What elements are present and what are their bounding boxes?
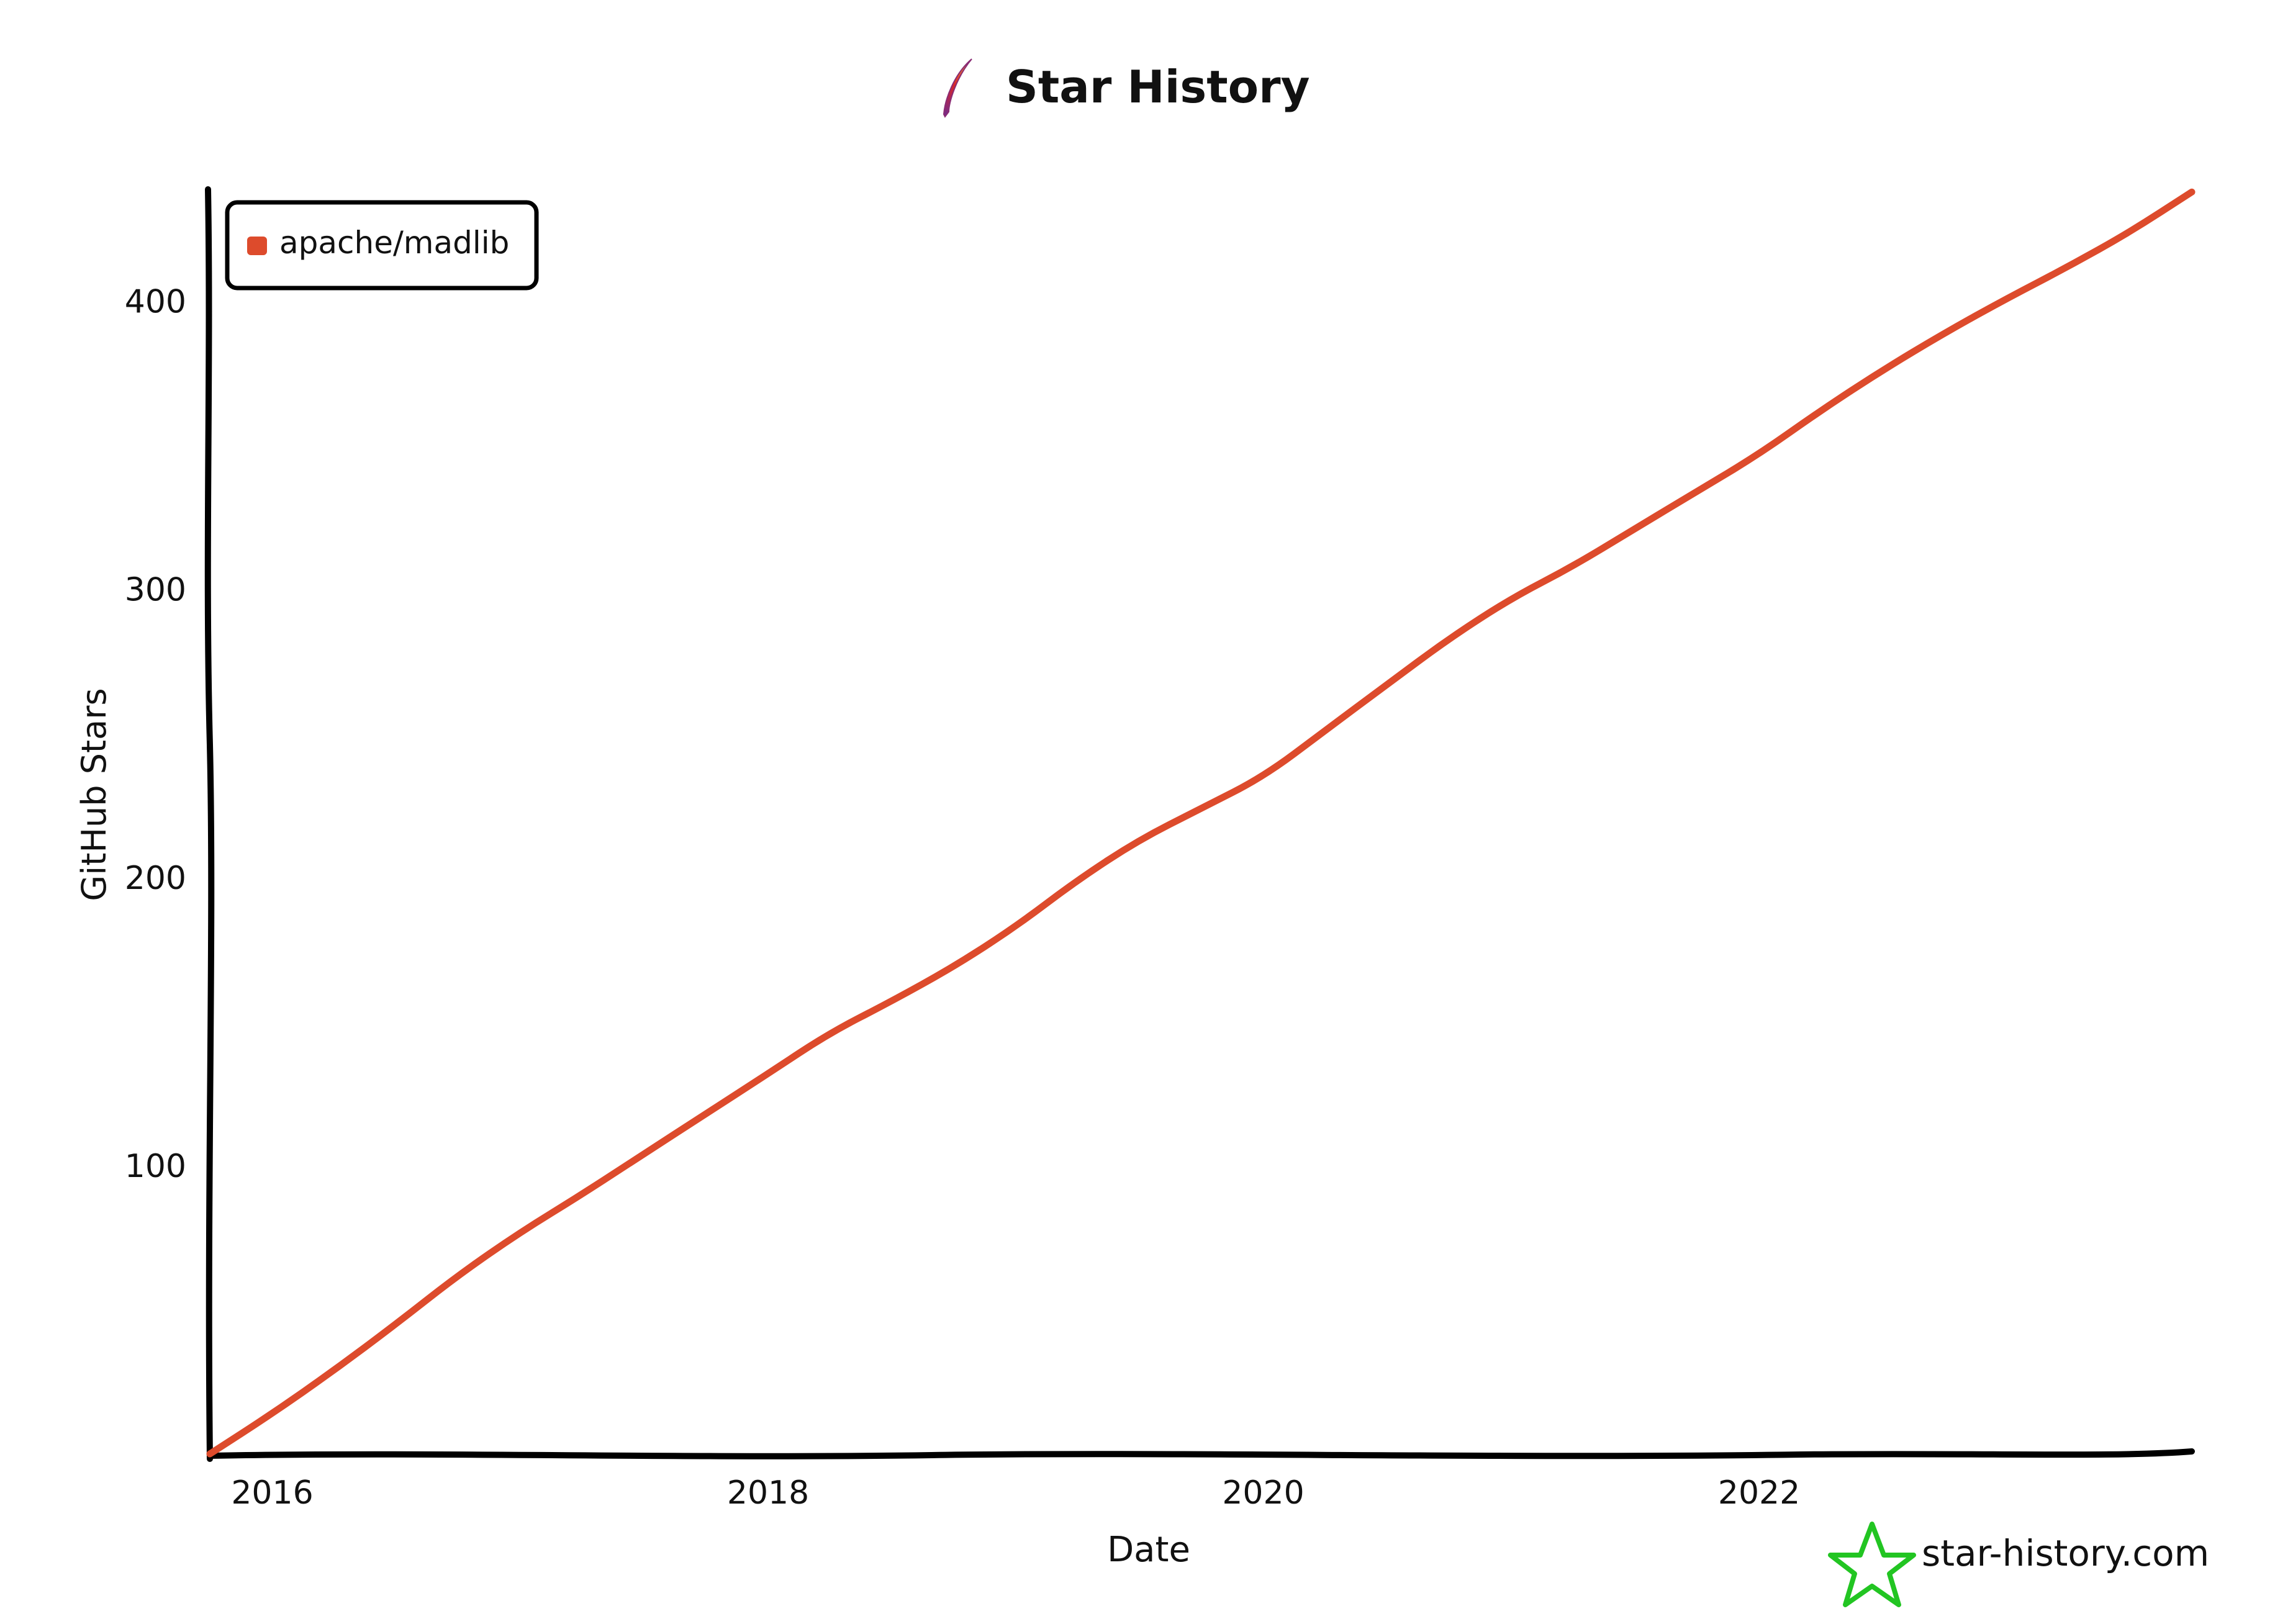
y-tick-label: 100: [125, 1148, 186, 1185]
x-tick-label: 2022: [1718, 1474, 1800, 1512]
chart-title: Star History: [943, 58, 1310, 118]
x-axis-ticks: 2016 2018 2020 2022: [231, 1474, 1800, 1512]
x-tick-label: 2016: [231, 1474, 313, 1512]
legend-label: apache/madlib: [279, 225, 509, 261]
x-tick-label: 2018: [727, 1474, 809, 1512]
legend: apache/madlib: [225, 200, 539, 291]
x-axis-line: [207, 1448, 2195, 1459]
y-axis-label: GitHub Stars: [75, 688, 114, 901]
x-axis-label: Date: [1107, 1530, 1190, 1570]
watermark-text: star-history.com: [1922, 1532, 2209, 1574]
series-layer: [206, 188, 2196, 1458]
y-axis-line: [204, 186, 215, 1462]
y-tick-label: 400: [125, 284, 186, 321]
apache-feather-icon: [943, 58, 972, 118]
watermark: star-history.com: [1828, 1522, 2209, 1607]
legend-box: [225, 200, 539, 291]
chart-title-text: Star History: [1006, 61, 1310, 113]
legend-swatch: [247, 237, 267, 255]
y-axis-ticks: 100 200 300 400: [125, 284, 186, 1185]
series-line-0: [206, 188, 2196, 1458]
star-history-logo-icon: [1828, 1522, 1916, 1607]
y-tick-label: 200: [125, 860, 186, 897]
x-tick-label: 2020: [1222, 1474, 1304, 1512]
y-tick-label: 300: [125, 572, 186, 609]
